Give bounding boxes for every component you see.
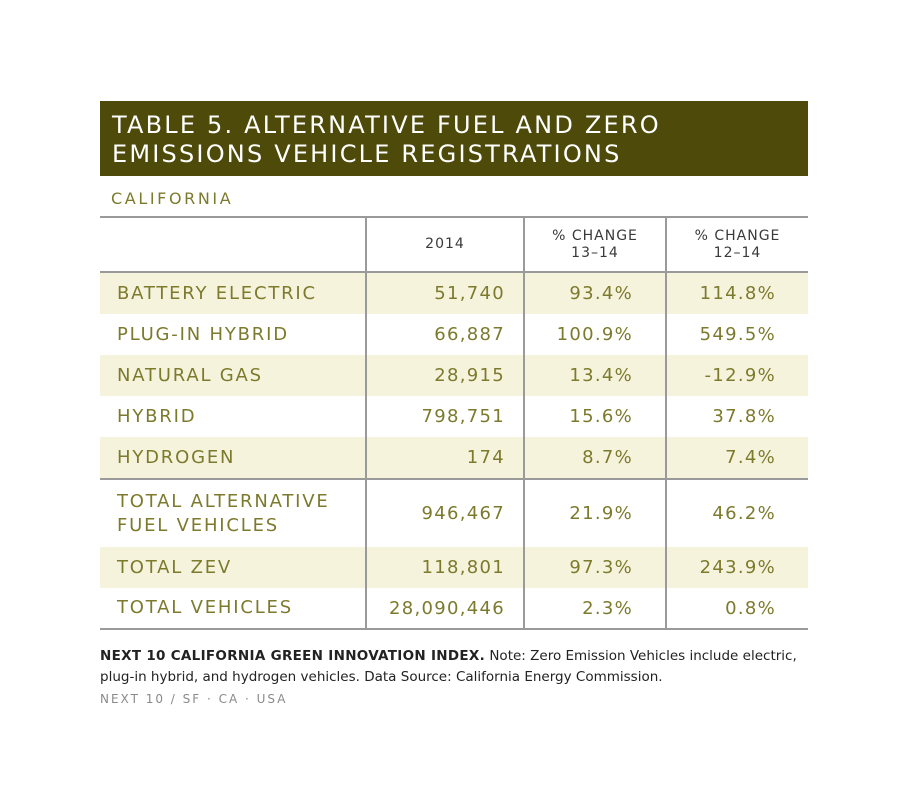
- cell-change-13-14: 100.9%: [523, 314, 666, 355]
- row-label: TOTAL ZEV: [100, 547, 366, 588]
- table-row-total: TOTAL VEHICLES 28,090,446 2.3% 0.8%: [100, 588, 808, 630]
- table-subtitle: CALIFORNIA: [111, 189, 234, 208]
- cell-change-13-14: 93.4%: [523, 272, 666, 314]
- registrations-table: 2014 % CHANGE 13–14 % CHANGE 12–14 BATTE…: [100, 216, 808, 630]
- cell-2014: 946,467: [365, 478, 524, 547]
- source-note: NEXT 10 CALIFORNIA GREEN INNOVATION INDE…: [100, 646, 815, 688]
- cell-2014: 118,801: [365, 547, 524, 588]
- cell-2014: 798,751: [365, 396, 524, 437]
- cell-change-12-14: 46.2%: [665, 478, 808, 547]
- column-header-change-13-14: % CHANGE 13–14: [523, 216, 666, 273]
- table-row: PLUG-IN HYBRID 66,887 100.9% 549.5%: [100, 314, 808, 355]
- table-title: TABLE 5. ALTERNATIVE FUEL AND ZERO EMISS…: [112, 111, 661, 168]
- cell-change-12-14: 114.8%: [665, 272, 808, 314]
- row-label: PLUG-IN HYBRID: [117, 323, 289, 345]
- cell-change-12-14: 0.8%: [665, 588, 808, 630]
- cell-change-13-14: 2.3%: [523, 588, 666, 630]
- cell-2014: 51,740: [365, 272, 524, 314]
- cell-change-13-14: 8.7%: [523, 437, 666, 479]
- column-header-label: [100, 216, 366, 273]
- column-header-change-12-14: % CHANGE 12–14: [665, 216, 808, 273]
- row-label: BATTERY ELECTRIC: [100, 272, 366, 314]
- cell-change-12-14: -12.9%: [665, 355, 808, 396]
- cell-2014: 66,887: [365, 314, 524, 355]
- cell-change-12-14: 7.4%: [665, 437, 808, 479]
- row-label: NATURAL GAS: [100, 355, 366, 396]
- table-row: HYDROGEN 174 8.7% 7.4%: [100, 437, 808, 479]
- cell-2014: 28,090,446: [365, 588, 524, 630]
- table-row: HYBRID 798,751 15.6% 37.8%: [100, 396, 808, 437]
- publisher-footer: NEXT 10 / SF · CA · USA: [100, 692, 288, 706]
- cell-change-13-14: 15.6%: [523, 396, 666, 437]
- table-row-total: TOTAL ALTERNATIVE FUEL VEHICLES 946,467 …: [100, 478, 808, 547]
- note-text: Note: Zero Emission Vehicles include ele…: [100, 648, 797, 685]
- cell-change-12-14: 549.5%: [665, 314, 808, 355]
- cell-2014: 174: [365, 437, 524, 479]
- table-row: BATTERY ELECTRIC 51,740 93.4% 114.8%: [100, 272, 808, 314]
- cell-change-12-14: 243.9%: [665, 547, 808, 588]
- row-label: TOTAL ALTERNATIVE FUEL VEHICLES: [100, 478, 366, 547]
- cell-change-13-14: 13.4%: [523, 355, 666, 396]
- header-row: 2014 % CHANGE 13–14 % CHANGE 12–14: [100, 216, 808, 273]
- table-title-bar: TABLE 5. ALTERNATIVE FUEL AND ZERO EMISS…: [100, 101, 808, 176]
- cell-2014: 28,915: [365, 355, 524, 396]
- row-label: HYDROGEN: [100, 437, 366, 479]
- cell-change-12-14: 37.8%: [665, 396, 808, 437]
- cell-change-13-14: 21.9%: [523, 478, 666, 547]
- cell-change-13-14: 97.3%: [523, 547, 666, 588]
- table-row: NATURAL GAS 28,915 13.4% -12.9%: [100, 355, 808, 396]
- row-label: TOTAL VEHICLES: [100, 588, 366, 630]
- row-label: HYBRID: [117, 405, 197, 427]
- table-row-total: TOTAL ZEV 118,801 97.3% 243.9%: [100, 547, 808, 588]
- source-name: NEXT 10 CALIFORNIA GREEN INNOVATION INDE…: [100, 648, 486, 664]
- column-header-2014: 2014: [365, 216, 524, 273]
